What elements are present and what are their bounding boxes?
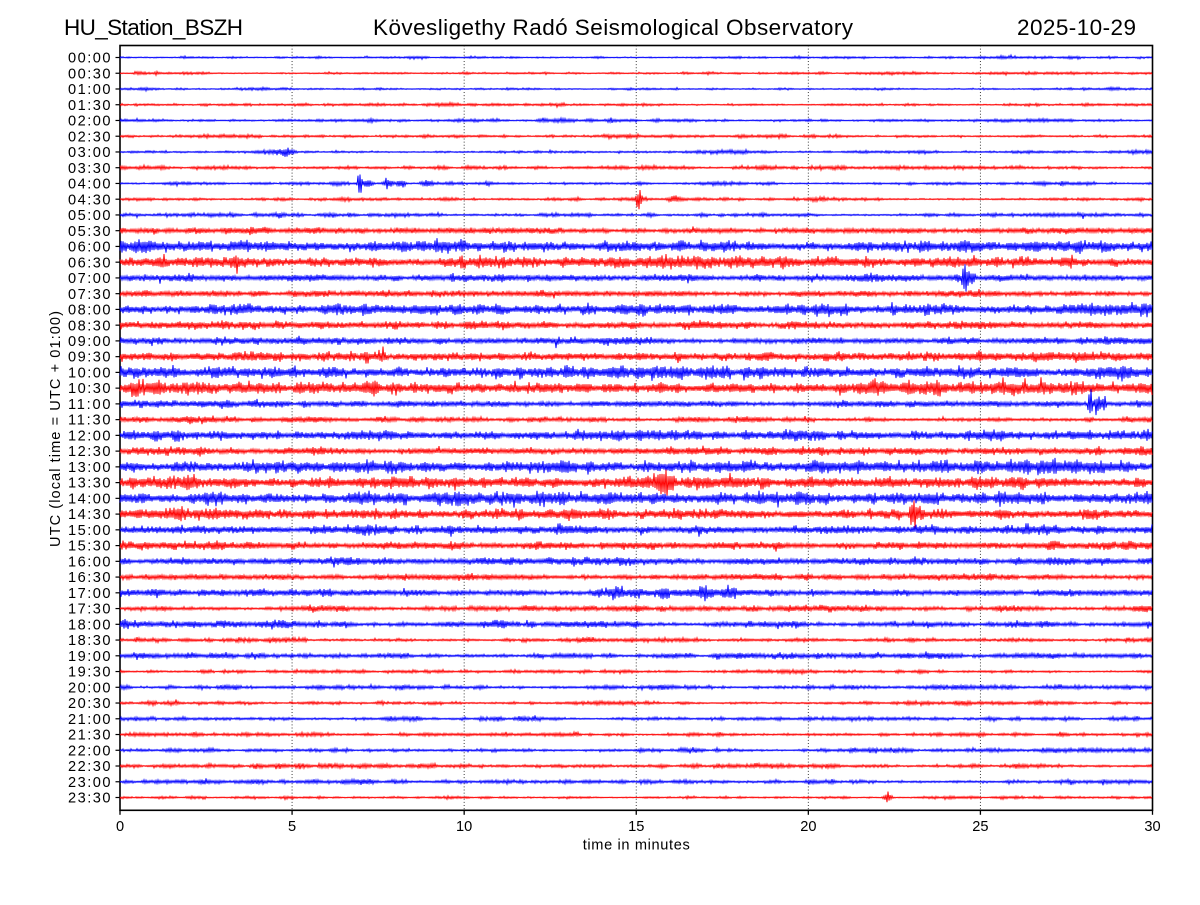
svg-text:09:30: 09:30: [68, 350, 111, 366]
svg-text:23:30: 23:30: [68, 791, 111, 807]
svg-text:11:00: 11:00: [68, 397, 111, 413]
svg-text:25: 25: [972, 819, 988, 835]
svg-text:10:30: 10:30: [68, 381, 111, 397]
svg-text:00:00: 00:00: [68, 51, 111, 67]
svg-text:06:30: 06:30: [68, 255, 111, 271]
svg-text:14:30: 14:30: [68, 507, 111, 523]
svg-text:01:00: 01:00: [68, 82, 111, 98]
svg-text:21:00: 21:00: [68, 712, 111, 728]
svg-text:08:00: 08:00: [68, 303, 111, 319]
svg-text:09:00: 09:00: [68, 334, 111, 350]
svg-text:14:00: 14:00: [68, 492, 111, 508]
svg-text:Kövesligethy Radó Seismologica: Kövesligethy Radó Seismological Observat…: [373, 15, 854, 40]
svg-text:01:30: 01:30: [68, 98, 111, 114]
svg-text:23:00: 23:00: [68, 775, 111, 791]
svg-text:04:00: 04:00: [68, 177, 111, 193]
svg-text:time in minutes: time in minutes: [583, 838, 690, 854]
svg-text:22:30: 22:30: [68, 759, 111, 775]
svg-text:19:30: 19:30: [68, 665, 111, 681]
svg-text:04:30: 04:30: [68, 192, 111, 208]
svg-text:18:00: 18:00: [68, 617, 111, 633]
svg-text:19:00: 19:00: [68, 649, 111, 665]
svg-text:16:00: 16:00: [68, 554, 111, 570]
svg-text:15:30: 15:30: [68, 539, 111, 555]
svg-text:13:30: 13:30: [68, 476, 111, 492]
svg-text:HU_Station_BSZH: HU_Station_BSZH: [64, 15, 243, 40]
svg-text:17:00: 17:00: [68, 586, 111, 602]
svg-text:0: 0: [116, 819, 124, 835]
svg-text:UTC (local time = UTC + 01:00): UTC (local time = UTC + 01:00): [48, 311, 64, 547]
svg-text:18:30: 18:30: [68, 633, 111, 649]
svg-text:15: 15: [628, 819, 644, 835]
svg-text:11:30: 11:30: [68, 413, 111, 429]
svg-text:30: 30: [1144, 819, 1160, 835]
svg-text:10:00: 10:00: [68, 366, 111, 382]
svg-text:10: 10: [456, 819, 472, 835]
svg-text:07:00: 07:00: [68, 271, 111, 287]
svg-text:03:30: 03:30: [68, 161, 111, 177]
svg-text:02:00: 02:00: [68, 114, 111, 130]
svg-text:07:30: 07:30: [68, 287, 111, 303]
svg-text:13:00: 13:00: [68, 460, 111, 476]
svg-text:15:00: 15:00: [68, 523, 111, 539]
svg-text:21:30: 21:30: [68, 728, 111, 744]
svg-text:00:30: 00:30: [68, 66, 111, 82]
svg-text:20: 20: [800, 819, 816, 835]
svg-text:03:00: 03:00: [68, 145, 111, 161]
svg-text:08:30: 08:30: [68, 318, 111, 334]
svg-text:2025-10-29: 2025-10-29: [1017, 15, 1136, 40]
svg-text:02:30: 02:30: [68, 129, 111, 145]
svg-text:20:00: 20:00: [68, 680, 111, 696]
svg-text:22:00: 22:00: [68, 743, 111, 759]
svg-text:17:30: 17:30: [68, 602, 111, 618]
svg-text:05:30: 05:30: [68, 224, 111, 240]
svg-text:12:00: 12:00: [68, 429, 111, 445]
svg-text:20:30: 20:30: [68, 696, 111, 712]
svg-text:12:30: 12:30: [68, 444, 111, 460]
svg-text:06:00: 06:00: [68, 240, 111, 256]
svg-text:05:00: 05:00: [68, 208, 111, 224]
svg-text:16:30: 16:30: [68, 570, 111, 586]
svg-text:5: 5: [288, 819, 296, 835]
